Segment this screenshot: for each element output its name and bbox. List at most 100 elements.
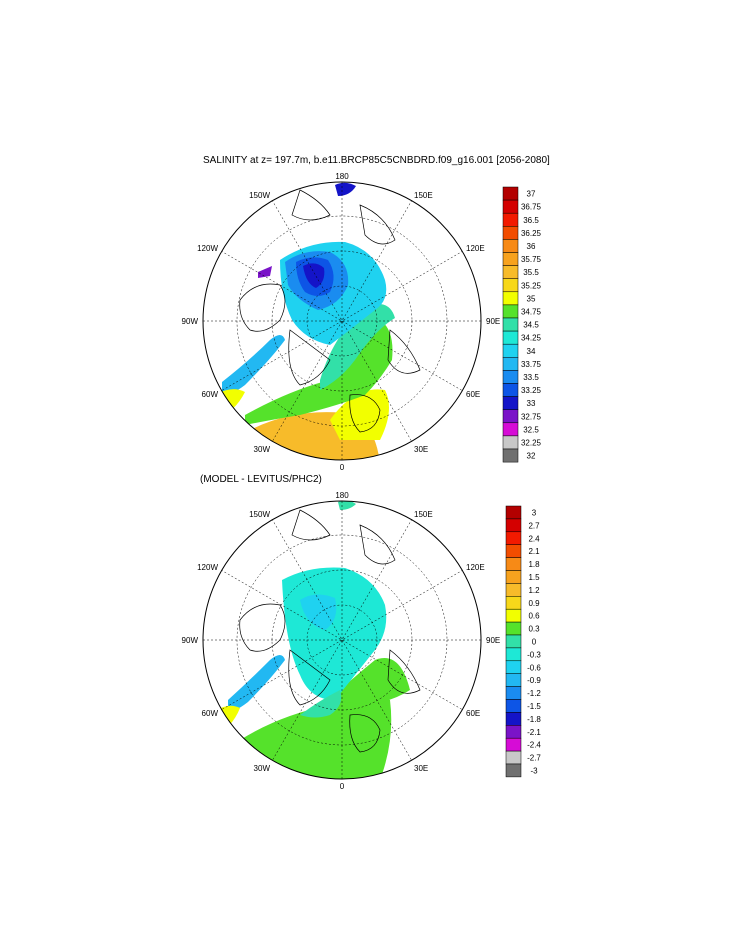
colorbar-swatch: [502, 186, 519, 201]
ocean-teal-band: [320, 303, 395, 390]
ocean-top-blue: [335, 182, 356, 196]
panel-1-title: SALINITY at z= 197.7m, b.e11.BRCP85C5CNB…: [203, 155, 550, 166]
colorbar-label: -0.9: [527, 676, 541, 685]
colorbar-label: 1.8: [528, 560, 540, 569]
colorbar-label: 35: [527, 294, 536, 303]
colorbar-label: -3: [530, 766, 538, 775]
colorbar-label: 0: [532, 637, 537, 646]
salinity-colorbar: 37 36.75 36.5 36.25 36 35.75 35.5 35.25 35 34.75 3…: [502, 186, 542, 463]
colorbar-swatch: [502, 291, 519, 306]
colorbar-swatch: [502, 435, 519, 450]
diff-atlantic-green: [240, 696, 392, 779]
colorbar-label: -0.3: [527, 650, 541, 659]
lon-label-30e: 30E: [414, 445, 428, 454]
colorbar-swatch: [502, 239, 519, 253]
colorbar-label: 35.25: [521, 281, 542, 290]
colorbar-swatch: [502, 409, 519, 424]
colorbar-swatch: [505, 570, 522, 584]
colorbar-label: 34: [527, 347, 536, 356]
colorbar-label: 36: [527, 242, 536, 251]
colorbar-swatch: [505, 763, 522, 778]
colorbar-label: 32.5: [523, 425, 539, 434]
lon-label-30e: 30E: [414, 764, 428, 773]
colorbar-swatch: [505, 544, 522, 558]
colorbar-swatch: [502, 252, 519, 266]
lon-label-90e: 90E: [486, 317, 500, 326]
ocean-basin-core: [303, 263, 325, 288]
difference-map: 180 0 90W 90E 150W 150E 120W 120E 60W 60…: [182, 491, 501, 791]
colorbar-swatch: [502, 357, 519, 371]
colorbar-swatch: [502, 265, 519, 279]
colorbar-swatch: [502, 448, 519, 463]
ocean-baffin-cyan: [222, 335, 285, 395]
lon-label-0: 0: [340, 782, 345, 791]
colorbar-label: 34.25: [521, 334, 542, 343]
colorbar-swatch: [502, 396, 519, 410]
lon-label-90e: 90E: [486, 636, 500, 645]
colorbar-label: 0.3: [528, 625, 540, 634]
colorbar-swatch: [505, 505, 522, 520]
colorbar-swatch: [505, 737, 522, 752]
colorbar-swatch: [505, 647, 522, 662]
colorbar-label: 33: [527, 399, 536, 408]
colorbar-swatch: [505, 583, 522, 597]
diff-shelf-green: [330, 658, 410, 705]
colorbar-swatch: [505, 531, 522, 545]
salinity-map: 180 0 90W 90E 150W 150E 120W 120E 60W 60…: [182, 172, 501, 472]
lon-label-60w: 60W: [202, 390, 219, 399]
colorbar-swatch: [505, 673, 522, 687]
lon-label-60e: 60E: [466, 390, 480, 399]
colorbar-label: -1.8: [527, 715, 541, 724]
colorbar-swatch: [502, 330, 519, 345]
colorbar-label: 36.25: [521, 229, 542, 238]
diff-top-teal: [338, 501, 356, 510]
colorbar-label: -2.7: [527, 754, 541, 763]
colorbar-swatch: [502, 226, 519, 240]
colorbar-label: 0.9: [528, 599, 540, 608]
colorbar-label: 33.75: [521, 360, 542, 369]
lon-label-30w: 30W: [254, 764, 271, 773]
colorbar-swatch: [505, 634, 522, 649]
lon-label-90w: 90W: [182, 636, 199, 645]
colorbar-label: 36.75: [521, 203, 542, 212]
colorbar-label: -2.1: [527, 728, 541, 737]
colorbar-swatch: [505, 518, 522, 533]
colorbar-swatch: [505, 557, 522, 571]
colorbar-swatch: [502, 422, 519, 437]
lon-label-120e: 120E: [466, 244, 485, 253]
colorbar-label: 3: [532, 508, 537, 517]
colorbar-label: 36.5: [523, 216, 539, 225]
colorbar-label: -1.2: [527, 689, 541, 698]
lon-label-150e: 150E: [414, 191, 433, 200]
lon-label-60w: 60W: [202, 709, 219, 718]
lon-label-150w: 150W: [249, 191, 270, 200]
diff-baffin-blue: [228, 655, 285, 712]
colorbar-swatch: [502, 370, 519, 384]
lon-label-60e: 60E: [466, 709, 480, 718]
lon-label-120w: 120W: [197, 563, 218, 572]
lon-label-180: 180: [335, 172, 349, 181]
lon-label-30w: 30W: [254, 445, 271, 454]
colorbar-swatch: [502, 199, 519, 214]
colorbar-swatch: [502, 383, 519, 397]
colorbar-swatch: [505, 725, 522, 739]
difference-colorbar: 3 2.7 2.4 2.1 1.8 1.5 1.2 0.9 0.6 0.3 0 -0.3 -0.6 -0.…: [505, 505, 541, 778]
colorbar-label: 1.5: [528, 573, 540, 582]
colorbar-swatch: [502, 317, 519, 332]
colorbar-label: 34.5: [523, 321, 539, 330]
colorbar-swatch: [505, 699, 522, 713]
colorbar-swatch: [502, 278, 519, 293]
ocean-atlantic-yellow: [330, 389, 389, 440]
colorbar-swatch: [505, 712, 522, 726]
colorbar-label: -1.5: [527, 702, 541, 711]
colorbar-label: 33.5: [523, 373, 539, 382]
colorbar-label: 0.6: [528, 612, 540, 621]
colorbar-label: -2.4: [527, 741, 541, 750]
lon-label-180: 180: [335, 491, 349, 500]
colorbar-label: 2.4: [528, 534, 540, 543]
colorbar-label: 33.25: [521, 386, 542, 395]
ocean-purple-strait: [258, 266, 272, 278]
colorbar-label: 37: [527, 190, 536, 199]
lon-label-120w: 120W: [197, 244, 218, 253]
